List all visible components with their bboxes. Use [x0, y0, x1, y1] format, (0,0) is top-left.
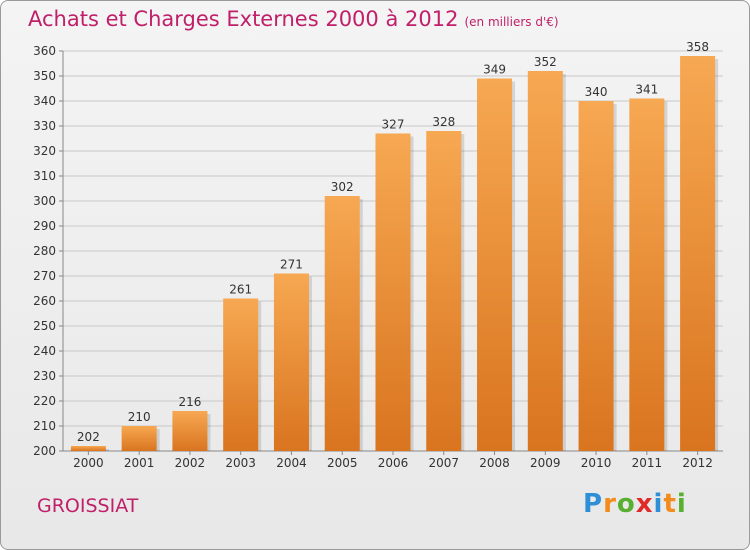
y-tick-label: 310: [33, 169, 56, 183]
y-tick-label: 320: [33, 144, 56, 158]
data-label: 202: [77, 430, 100, 444]
x-tick-label: 2011: [632, 456, 663, 470]
data-label: 302: [331, 180, 354, 194]
y-tick-label: 350: [33, 69, 56, 83]
x-tick-label: 2009: [530, 456, 561, 470]
bar: [680, 56, 716, 451]
proxiti-logo: Proxiti: [583, 489, 687, 519]
bar: [70, 446, 106, 451]
y-tick-label: 270: [33, 269, 56, 283]
bar: [477, 78, 513, 451]
x-tick-label: 2004: [276, 456, 307, 470]
data-label: 349: [483, 63, 506, 77]
data-label: 327: [382, 118, 405, 132]
logo-letter: t: [663, 489, 677, 519]
y-tick-label: 340: [33, 94, 56, 108]
bar: [172, 411, 208, 451]
x-tick-label: 2007: [428, 456, 459, 470]
chart-title: Achats et Charges Externes 2000 à 2012 (e…: [28, 7, 559, 31]
data-label: 210: [128, 410, 151, 424]
data-label: 341: [635, 83, 658, 97]
data-label: 271: [280, 258, 303, 272]
x-tick-label: 2000: [73, 456, 104, 470]
logo-letter: i: [653, 489, 664, 519]
bar: [375, 133, 411, 451]
chart-subtitle: (en milliers d'€): [464, 15, 559, 29]
x-tick-label: 2005: [327, 456, 358, 470]
y-tick-label: 230: [33, 369, 56, 383]
x-tick-label: 2012: [682, 456, 713, 470]
y-tick-label: 280: [33, 244, 56, 258]
y-tick-label: 290: [33, 219, 56, 233]
y-tick-label: 260: [33, 294, 56, 308]
x-tick-label: 2001: [124, 456, 155, 470]
data-label: 352: [534, 55, 557, 69]
y-tick-label: 210: [33, 419, 56, 433]
bar: [578, 101, 614, 451]
x-tick-label: 2002: [175, 456, 206, 470]
x-tick-label: 2006: [378, 456, 409, 470]
bar: [527, 71, 563, 451]
y-tick-label: 330: [33, 119, 56, 133]
y-tick-label: 360: [33, 44, 56, 58]
logo-letter: i: [676, 489, 687, 519]
bar: [324, 196, 360, 451]
bar: [223, 298, 259, 451]
y-tick-label: 240: [33, 344, 56, 358]
logo-letter: P: [583, 489, 604, 519]
logo-letter: r: [603, 489, 617, 519]
data-label: 340: [585, 85, 608, 99]
y-tick-label: 220: [33, 394, 56, 408]
bar: [121, 426, 157, 451]
x-tick-label: 2003: [225, 456, 256, 470]
x-tick-label: 2010: [581, 456, 612, 470]
y-tick-label: 200: [33, 444, 56, 458]
bar: [629, 98, 665, 451]
data-label: 261: [229, 283, 252, 297]
y-tick-label: 300: [33, 194, 56, 208]
data-label: 328: [432, 115, 455, 129]
x-tick-label: 2008: [479, 456, 510, 470]
commune-name: GROISSIAT: [37, 495, 139, 517]
data-label: 358: [686, 40, 709, 54]
y-tick-label: 250: [33, 319, 56, 333]
logo-letter: x: [635, 489, 654, 519]
logo-letter: o: [616, 489, 636, 519]
data-label: 216: [178, 395, 201, 409]
bar: [426, 131, 462, 451]
bar: [273, 273, 309, 451]
